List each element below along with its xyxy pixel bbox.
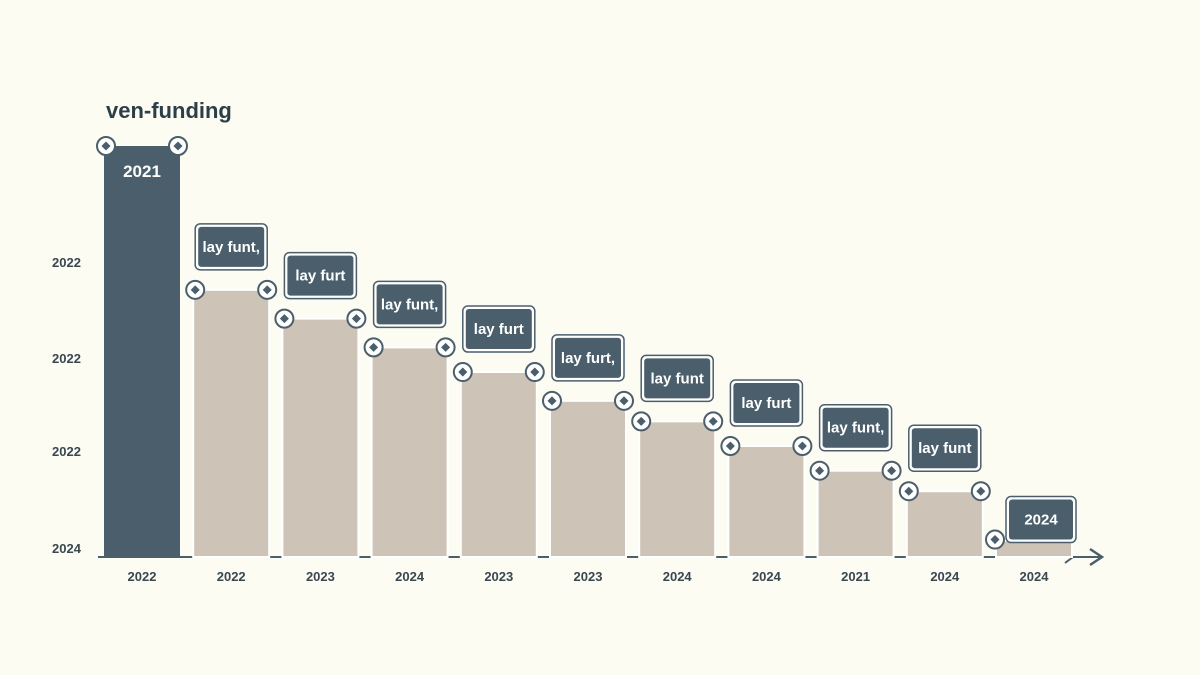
x-tick-label: 2024 — [395, 569, 425, 584]
bar-handle-dot — [101, 141, 111, 151]
x-tick-label: 2023 — [574, 569, 603, 584]
bar-label-box — [376, 284, 443, 325]
bar-label-box — [198, 226, 265, 267]
bar-label-box — [644, 358, 711, 399]
x-tick-label: 2021 — [841, 569, 870, 584]
y-tick-label: 2024 — [52, 541, 82, 556]
bar-handle-dot — [708, 416, 718, 426]
bar-handle-dot — [636, 416, 646, 426]
bar-label-box — [822, 407, 889, 448]
x-tick-label: 2022 — [217, 569, 246, 584]
bar — [459, 371, 538, 558]
y-tick-label: 2022 — [52, 255, 81, 270]
bar-data-label: lay funt — [651, 370, 704, 387]
bar-handle-dot — [990, 535, 1000, 545]
bar — [192, 288, 271, 558]
bar — [727, 445, 806, 558]
x-tick-label: 2022 — [128, 569, 157, 584]
bar — [104, 146, 180, 557]
bar-handle-dot — [815, 466, 825, 476]
bar-handle-dot — [530, 367, 540, 377]
x-tick-label: 2024 — [1020, 569, 1050, 584]
bar-data-label: lay funt — [918, 440, 971, 457]
bar-data-label: lay furt — [295, 268, 345, 285]
x-tick-label: 2024 — [752, 569, 782, 584]
bar — [638, 420, 717, 558]
chart-title: ven-funding — [106, 98, 232, 123]
y-tick-label: 2022 — [52, 351, 81, 366]
bar-label-box — [287, 255, 354, 296]
bar-label-box — [555, 337, 621, 378]
x-tick-label: 2023 — [306, 569, 335, 584]
bar-label-box — [465, 309, 532, 350]
bar-handle-dot — [976, 486, 986, 496]
bar-handle-dot — [904, 486, 914, 496]
x-axis-arrowhead — [1089, 547, 1105, 567]
bar-label-box — [911, 428, 978, 469]
bar-data-label: 2024 — [1024, 512, 1058, 529]
bar-data-label: lay funt, — [827, 420, 885, 437]
bar-handle-dot — [173, 141, 183, 151]
bar-handle-dot — [887, 466, 897, 476]
bar-data-label: lay funt, — [381, 296, 439, 313]
bar — [816, 469, 895, 558]
x-tick-label: 2024 — [663, 569, 693, 584]
bar-label-box — [733, 383, 800, 424]
x-tick-label: 2024 — [930, 569, 960, 584]
bar-label-box — [1009, 499, 1073, 540]
bar-data-label: lay furt — [741, 395, 791, 412]
bar — [281, 317, 360, 558]
x-tick-label: 2023 — [484, 569, 513, 584]
bar — [549, 399, 627, 558]
y-tick-label: 2022 — [52, 444, 81, 459]
bar-data-label: lay furt — [474, 321, 524, 338]
bar-data-label: lay furt, — [561, 350, 615, 367]
bar-data-label: lay funt, — [202, 239, 260, 256]
bar — [370, 346, 449, 559]
bar — [905, 490, 984, 558]
bar-data-label: 2021 — [123, 162, 161, 181]
bar-handle-dot — [190, 285, 200, 295]
